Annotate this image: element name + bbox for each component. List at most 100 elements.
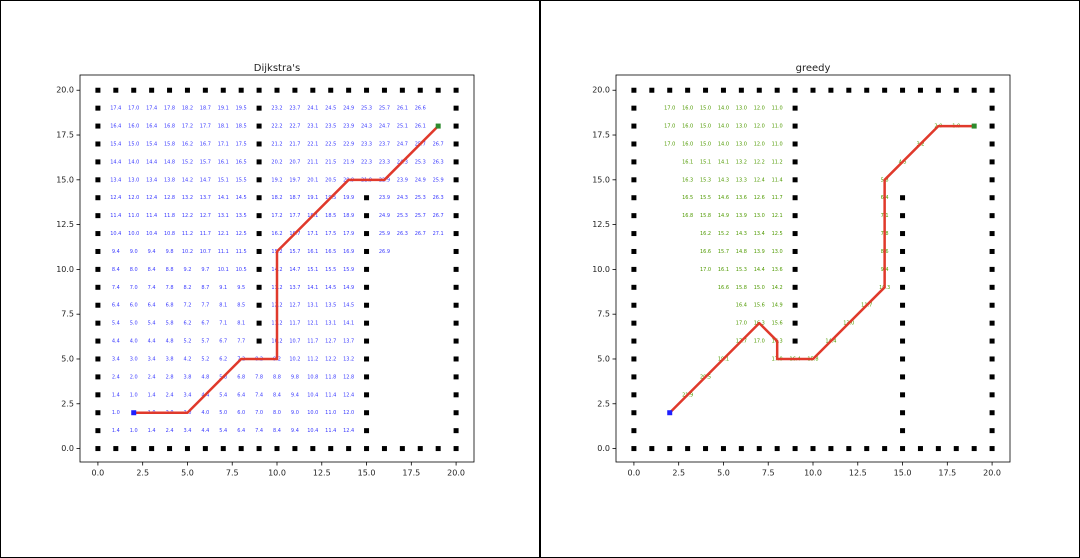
obstacle (220, 87, 226, 93)
obstacle (989, 392, 995, 398)
cost-label: 17.0 (736, 321, 747, 327)
obstacle (792, 266, 798, 272)
cost-label: 14.9 (718, 213, 729, 219)
obstacle (453, 105, 459, 111)
cost-label: 25.9 (379, 231, 390, 237)
obstacle (364, 195, 370, 201)
cost-label: 10.1 (218, 267, 229, 273)
cost-label: 11.2 (182, 231, 193, 237)
cost-label: 19.1 (218, 106, 229, 112)
cost-label: 5.0 (219, 410, 227, 416)
cost-label: 5.0 (130, 321, 138, 327)
cost-label: 6.2 (219, 356, 227, 362)
cost-label: 16.5 (236, 159, 247, 165)
obstacle (882, 87, 888, 93)
cost-label: 14.1 (343, 321, 354, 327)
cost-label: 16.8 (164, 124, 175, 130)
obstacle (95, 266, 101, 272)
cost-label: 15.7 (289, 249, 300, 255)
cost-label: 25.7 (415, 213, 426, 219)
cost-label: 4.2 (183, 356, 191, 362)
obstacle (935, 446, 941, 452)
obstacle (453, 302, 459, 308)
cost-label: 3.4 (183, 428, 191, 434)
cost-label: 24.3 (397, 195, 408, 201)
obstacle (453, 248, 459, 254)
cost-label: 15.0 (700, 124, 711, 130)
cost-label: 22.5 (325, 141, 336, 147)
path-line (668, 124, 975, 414)
x-tick-label: 15.0 (358, 469, 376, 478)
obstacle (167, 446, 173, 452)
cost-label: 15.5 (325, 267, 336, 273)
y-tick-label: 5.0 (597, 354, 610, 363)
cost-label: 14.3 (718, 177, 729, 183)
cost-label: 10.7 (289, 339, 300, 345)
obstacle (792, 123, 798, 129)
cost-label: 25.7 (379, 106, 390, 112)
cost-label: 6.8 (237, 374, 245, 380)
obstacle (900, 428, 906, 434)
cost-label: 15.9 (343, 267, 354, 273)
obstacle (184, 87, 190, 93)
obstacle (703, 446, 709, 452)
cost-label: 10.2 (182, 249, 193, 255)
obstacle (989, 141, 995, 147)
obstacle (989, 177, 995, 183)
obstacle (649, 446, 655, 452)
cost-label: 14.1 (218, 195, 229, 201)
cost-label: 9.7 (201, 267, 209, 273)
obstacle (149, 446, 155, 452)
cost-label: 17.0 (664, 106, 675, 112)
obstacle (774, 446, 780, 452)
obstacle (720, 87, 726, 93)
obstacle (810, 446, 816, 452)
obstacle (900, 320, 906, 326)
obstacle (900, 266, 906, 272)
obstacle (399, 87, 405, 93)
cost-label: 11.7 (289, 321, 300, 327)
cost-label: 14.9 (772, 303, 783, 309)
obstacle (95, 356, 101, 362)
cost-label: 20.5 (325, 177, 336, 183)
obstacle (989, 374, 995, 380)
obstacle (631, 177, 637, 183)
obstacle (631, 410, 637, 416)
obstacle (453, 195, 459, 201)
cost-label: 13.5 (236, 213, 247, 219)
cost-label: 13.0 (736, 124, 747, 130)
path-line (133, 125, 440, 414)
obstacle (900, 410, 906, 416)
obstacle (364, 410, 370, 416)
x-tick-label: 12.5 (313, 469, 331, 478)
obstacle (900, 284, 906, 290)
obstacle (989, 356, 995, 362)
cost-label: 17.5 (236, 141, 247, 147)
obstacle (399, 446, 405, 452)
obstacle (810, 87, 816, 93)
cost-label: 1.4 (112, 428, 120, 434)
cost-label: 14.4 (754, 267, 765, 273)
cost-label: 12.7 (325, 339, 336, 345)
obstacle (256, 141, 262, 147)
cost-label: 15.3 (736, 267, 747, 273)
obstacle (631, 123, 637, 129)
cost-label: 25.9 (433, 177, 444, 183)
cost-label: 18.5 (325, 213, 336, 219)
obstacle (364, 248, 370, 254)
obstacle (453, 213, 459, 219)
cost-label: 7.4 (255, 428, 263, 434)
cost-label: 14.8 (164, 159, 175, 165)
obstacle (435, 446, 441, 452)
cost-label: 17.0 (754, 339, 765, 345)
obstacle (685, 87, 691, 93)
cost-label: 11.1 (218, 249, 229, 255)
obstacle (220, 446, 226, 452)
y-tick-label: 0.0 (597, 444, 610, 453)
obstacle (453, 87, 459, 93)
cost-label: 14.7 (289, 267, 300, 273)
cost-label: 23.2 (271, 106, 282, 112)
cost-label: 17.9 (343, 231, 354, 237)
cost-label: 10.0 (128, 231, 139, 237)
cost-label: 11.0 (325, 410, 336, 416)
